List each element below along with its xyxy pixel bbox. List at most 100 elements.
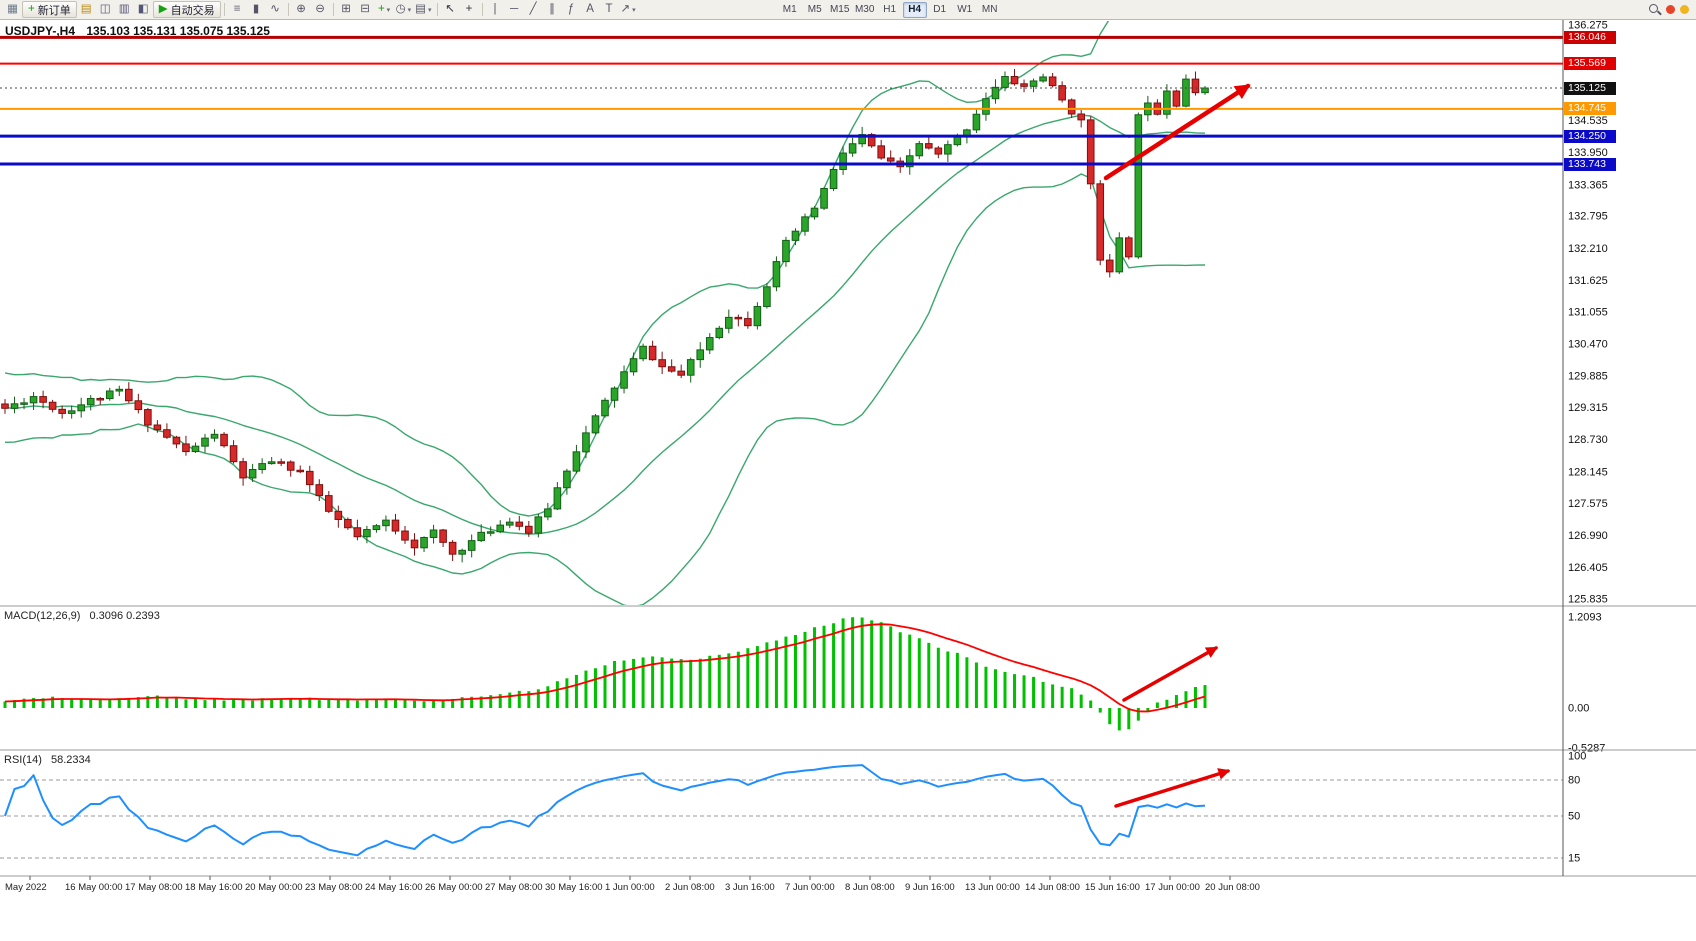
candle-body	[410, 539, 419, 549]
vertical-line-icon[interactable]: |	[486, 1, 505, 18]
candle-body	[620, 371, 628, 389]
timeframe-button-M1[interactable]: M1	[782, 4, 797, 15]
text-label-icon[interactable]: T	[600, 1, 619, 18]
templates-button[interactable]: ▤ ▾	[413, 1, 433, 18]
candles-chart-icon[interactable]: ▮	[247, 1, 266, 18]
time-axis-label: 14 Jun 08:00	[1025, 882, 1080, 893]
new-order-button-label: 新订单	[37, 4, 71, 17]
time-axis-label: 18 May 16:00	[185, 882, 243, 893]
candle-body	[820, 187, 828, 209]
horizontal-line-icon[interactable]: ─	[505, 1, 524, 18]
grid-icon[interactable]: ⊞	[337, 1, 356, 18]
profiles-icon[interactable]: ▤	[77, 1, 96, 18]
trend-arrow-rsi[interactable]	[1114, 768, 1231, 808]
candle-body	[1096, 183, 1105, 261]
chart-symbol-title: USDJPY-,H4 135.103 135.131 135.075 135.1…	[5, 24, 270, 38]
rsi-indicator-label: RSI(14) 58.2334	[4, 754, 91, 766]
candle-body	[325, 495, 333, 512]
candle-body	[1048, 76, 1057, 87]
candle-body	[705, 337, 714, 351]
price-axis-label: 131.055	[1568, 306, 1608, 318]
shapes-arrows-icon[interactable]: ↗ ▾	[619, 1, 638, 18]
candle-body	[925, 143, 933, 149]
candle-body	[1010, 76, 1019, 85]
timeframe-button-H1[interactable]: H1	[883, 4, 897, 15]
trendline-icon[interactable]: ╱	[524, 1, 543, 18]
autotrade-button-glyph: ▶	[158, 2, 168, 15]
candle-body	[677, 370, 685, 376]
price-axis-label: 132.210	[1568, 243, 1608, 255]
timeframe-button-M15[interactable]: M15	[829, 4, 850, 15]
macd-panel	[3, 617, 1207, 731]
tile-windows-icon-glyph: ⊟	[360, 2, 370, 15]
periods-button[interactable]: ◷ ▾	[394, 1, 414, 18]
tile-windows-icon[interactable]: ⊟	[356, 1, 375, 18]
candle-body	[1058, 85, 1066, 101]
price-axis-label: 134.535	[1568, 115, 1608, 127]
candle-body	[1163, 90, 1171, 115]
price-axis-label: 132.795	[1568, 211, 1608, 223]
line-chart-icon[interactable]: ∿	[266, 1, 285, 18]
candle-body	[829, 168, 838, 189]
data-window-icon[interactable]: ▥	[115, 1, 134, 18]
grid-icon-glyph: ⊞	[341, 2, 351, 15]
channel-icon-glyph: ∥	[549, 2, 555, 15]
macd-axis-label: 0.00	[1568, 703, 1589, 715]
candle-body	[1125, 237, 1133, 258]
channel-icon[interactable]: ∥	[543, 1, 562, 18]
time-axis-label: 26 May 00:00	[425, 882, 483, 893]
templates-button-dropdown[interactable]: ▾	[428, 6, 432, 14]
trend-arrow-macd[interactable]	[1122, 646, 1219, 702]
timeframe-button-D1[interactable]: D1	[933, 4, 947, 15]
shapes-arrows-icon-dropdown[interactable]: ▾	[632, 6, 636, 14]
new-chart-icon[interactable]: ▦	[3, 1, 22, 18]
candle-body	[67, 410, 76, 414]
bars-chart-icon[interactable]: ≡	[228, 1, 247, 18]
zoom-in-icon[interactable]: ⊕	[292, 1, 311, 18]
news-indicator-red	[1666, 5, 1675, 14]
time-axis-label: 15 Jun 16:00	[1085, 882, 1140, 893]
navigator-icon[interactable]: ◧	[134, 1, 153, 18]
candle-body	[163, 429, 171, 438]
new-order-button[interactable]: + 新订单	[22, 1, 77, 18]
market-watch-icon[interactable]: ◫	[96, 1, 115, 18]
candle-body	[486, 531, 495, 534]
candle-body	[239, 461, 247, 479]
macd-values: 0.3096 0.2393	[89, 610, 160, 622]
search-icon[interactable]	[1649, 3, 1661, 16]
trend-arrow-main[interactable]	[1103, 83, 1251, 181]
timeframe-button-MN[interactable]: MN	[981, 4, 998, 15]
timeframe-button-H4[interactable]: H4	[902, 1, 927, 18]
timeframe-button-W1[interactable]: W1	[957, 4, 973, 15]
timeframe-button-M30[interactable]: M30	[854, 4, 875, 15]
timeframe-button-M5[interactable]: M5	[807, 4, 822, 15]
candle-body	[134, 400, 143, 411]
candle-body	[572, 451, 581, 472]
rsi-axis-label: 50	[1568, 811, 1580, 823]
crosshair-icon[interactable]: +	[460, 1, 479, 18]
candle-body	[286, 461, 295, 471]
periods-button-dropdown[interactable]: ▾	[407, 6, 412, 14]
indicators-button-dropdown[interactable]: ▾	[386, 6, 391, 14]
candle-body	[1105, 259, 1114, 273]
cursor-icon[interactable]: ↖	[441, 1, 460, 18]
indicators-button[interactable]: + ▾	[375, 1, 394, 18]
fibonacci-icon[interactable]: ƒ	[562, 1, 581, 18]
time-axis-label: 17 May 08:00	[125, 882, 183, 893]
candle-body	[344, 518, 352, 529]
bollinger-middle-band	[4, 114, 1206, 535]
toolbar-separator	[481, 3, 483, 16]
candles-chart-icon-glyph: ▮	[252, 2, 260, 15]
time-axis-label: 17 Jun 00:00	[1145, 882, 1200, 893]
zoom-out-icon[interactable]: ⊖	[311, 1, 330, 18]
candle-body	[29, 396, 38, 404]
candle-body	[629, 358, 638, 373]
text-icon[interactable]: A	[581, 1, 600, 18]
candle-body	[125, 388, 133, 402]
candle-body	[886, 157, 895, 162]
price-axis-label: 126.405	[1568, 562, 1608, 574]
bollinger-lower-band	[4, 173, 1206, 605]
autotrade-button[interactable]: ▶ 自动交易	[152, 1, 221, 18]
toolbar-separator	[436, 3, 438, 16]
